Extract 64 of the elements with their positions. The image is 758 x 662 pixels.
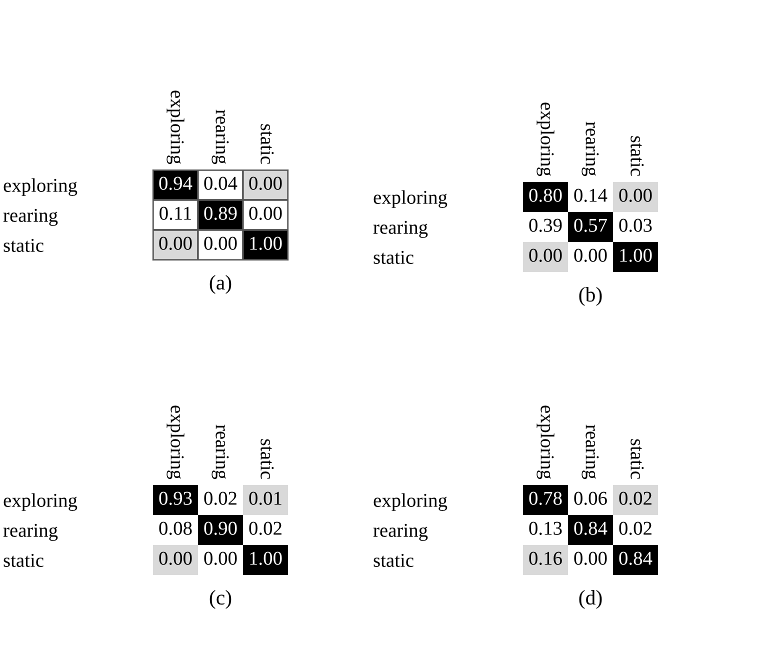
data-label: 0.80 (529, 188, 562, 202)
data-label: 0.00 (574, 248, 607, 262)
data-label: 0.94 (159, 176, 192, 190)
data-label: 0.00 (529, 248, 562, 262)
data-label: 0.02 (204, 492, 236, 505)
data-label: 0.93 (159, 492, 192, 505)
data-label: 0.02 (619, 522, 652, 535)
y-tick-label: static (374, 554, 414, 567)
data-label: 0.14 (574, 188, 608, 202)
data-label: 0.00 (249, 176, 282, 190)
data-label: 0.02 (619, 492, 652, 505)
data-label: 0.13 (529, 522, 562, 535)
x-tick-label: static (260, 439, 274, 479)
data-label: 0.08 (159, 522, 192, 535)
data-label: 0.02 (249, 522, 282, 535)
text: (b) (579, 287, 602, 306)
text: (d) (579, 590, 602, 609)
data-label: 0.78 (529, 492, 562, 505)
y-tick-label: rearing (3, 208, 58, 226)
x-tick-label: static (630, 439, 644, 479)
text: (a) (210, 275, 232, 294)
y-tick-label: rearing (373, 524, 428, 541)
y-tick-label: rearing (3, 524, 58, 541)
y-tick-label: static (4, 238, 44, 252)
data-label: 1.00 (250, 552, 282, 565)
data-label: 0.03 (619, 218, 652, 232)
x-tick-label: exploring (166, 406, 184, 480)
data-label: 0.00 (159, 552, 192, 565)
data-label: 1.00 (620, 248, 652, 262)
data-label: 0.04 (204, 176, 238, 190)
data-label: 0.84 (574, 522, 608, 535)
data-label: 0.00 (159, 236, 192, 250)
data-label: 0.90 (204, 522, 237, 535)
x-tick-label: exploring (536, 406, 554, 480)
y-tick-label: exploring (374, 190, 448, 208)
x-tick-label: rearing (212, 110, 229, 164)
x-tick-label: rearing (582, 424, 599, 480)
x-tick-label: static (630, 136, 644, 176)
data-label: 0.00 (574, 552, 607, 565)
y-tick-label: exploring (374, 493, 448, 511)
text: (c) (210, 590, 232, 609)
data-label: 0.84 (619, 552, 652, 565)
data-label: 0.00 (204, 236, 237, 250)
y-tick-label: static (4, 554, 44, 567)
x-tick-label: exploring (536, 102, 554, 176)
data-label: 0.01 (249, 492, 282, 505)
data-label: 0.16 (529, 552, 562, 565)
data-label: 0.89 (204, 206, 237, 220)
y-tick-label: exploring (4, 178, 78, 196)
data-label: 0.39 (529, 218, 562, 232)
data-label: 0.57 (574, 218, 607, 232)
data-label: 0.11 (160, 206, 191, 220)
y-tick-label: exploring (4, 493, 78, 511)
data-label: 0.06 (574, 492, 607, 505)
x-tick-label: rearing (212, 424, 229, 480)
y-tick-label: rearing (373, 220, 428, 238)
y-tick-label: static (374, 250, 414, 264)
data-label: 0.00 (619, 188, 652, 202)
x-tick-label: exploring (166, 90, 184, 164)
data-label: 1.00 (250, 236, 282, 250)
x-tick-label: rearing (582, 122, 599, 176)
x-tick-label: static (260, 124, 274, 164)
data-label: 0.00 (249, 206, 282, 220)
data-label: 0.00 (204, 552, 237, 565)
